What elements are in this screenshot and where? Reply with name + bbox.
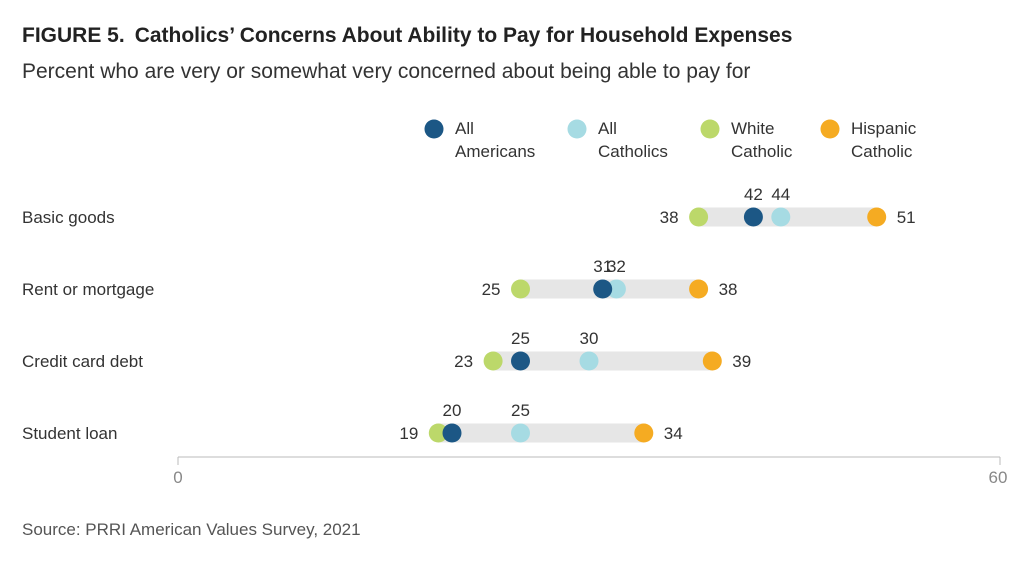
legend-label-3-1: Catholic	[851, 142, 913, 161]
dot-0-3	[867, 207, 887, 227]
value-label-2-1: 30	[580, 329, 599, 348]
dot-1-0	[593, 279, 613, 299]
value-label-1-1: 32	[607, 257, 626, 276]
legend-marker-2	[700, 119, 720, 139]
category-label-3: Student loan	[22, 424, 117, 443]
dot-0-0	[743, 207, 763, 227]
value-label-1-3: 38	[719, 280, 738, 299]
value-label-3-2: 19	[399, 424, 418, 443]
value-label-0-3: 51	[897, 208, 916, 227]
source-note: Source: PRRI American Values Survey, 202…	[22, 520, 361, 539]
dot-0-2	[689, 207, 709, 227]
x-tick-label-1: 60	[989, 468, 1008, 487]
legend-label-2-1: Catholic	[731, 142, 793, 161]
dot-3-2	[428, 423, 448, 443]
value-label-2-0: 25	[511, 329, 530, 348]
legend-marker-1	[567, 119, 587, 139]
legend-label-0-1: Americans	[455, 142, 535, 161]
dot-3-1	[511, 423, 530, 443]
legend-marker-3	[820, 119, 840, 139]
dot-1-3	[689, 279, 709, 299]
figure-label: FIGURE 5.	[22, 24, 125, 47]
legend-label-1-0: All	[598, 119, 617, 138]
chart-subtitle: Percent who are very or somewhat very co…	[22, 60, 751, 83]
value-label-0-1: 44	[771, 185, 790, 204]
dot-0-1	[771, 207, 791, 227]
category-label-0: Basic goods	[22, 208, 115, 227]
value-label-3-3: 34	[664, 424, 683, 443]
value-label-3-1: 25	[511, 401, 530, 420]
dot-3-3	[634, 423, 654, 443]
dot-3-0	[442, 423, 462, 443]
dot-1-2	[511, 279, 530, 299]
legend-marker-0	[424, 119, 444, 139]
x-tick-label-0: 0	[173, 468, 182, 487]
title-text: Catholics’ Concerns About Ability to Pay…	[134, 24, 793, 47]
chart-title: FIGURE 5. Catholics’ Concerns About Abili…	[22, 24, 792, 48]
dot-2-0	[511, 351, 530, 371]
value-label-1-0: 31	[593, 257, 612, 276]
dot-2-1	[579, 351, 599, 371]
dot-2-3	[702, 351, 722, 371]
legend-label-3-0: Hispanic	[851, 119, 917, 138]
dot-1-1	[606, 279, 626, 299]
category-label-2: Credit card debt	[22, 352, 143, 371]
value-label-0-0: 42	[744, 185, 763, 204]
value-label-3-0: 20	[443, 401, 462, 420]
value-label-2-2: 23	[454, 352, 473, 371]
dot-2-2	[483, 351, 503, 371]
legend-label-1-1: Catholics	[598, 142, 668, 161]
value-label-0-2: 38	[660, 208, 679, 227]
value-label-1-2: 25	[482, 280, 501, 299]
category-label-1: Rent or mortgage	[22, 280, 154, 299]
legend-label-2-0: White	[731, 119, 774, 138]
value-label-2-3: 39	[732, 352, 751, 371]
legend-label-0-0: All	[455, 119, 474, 138]
